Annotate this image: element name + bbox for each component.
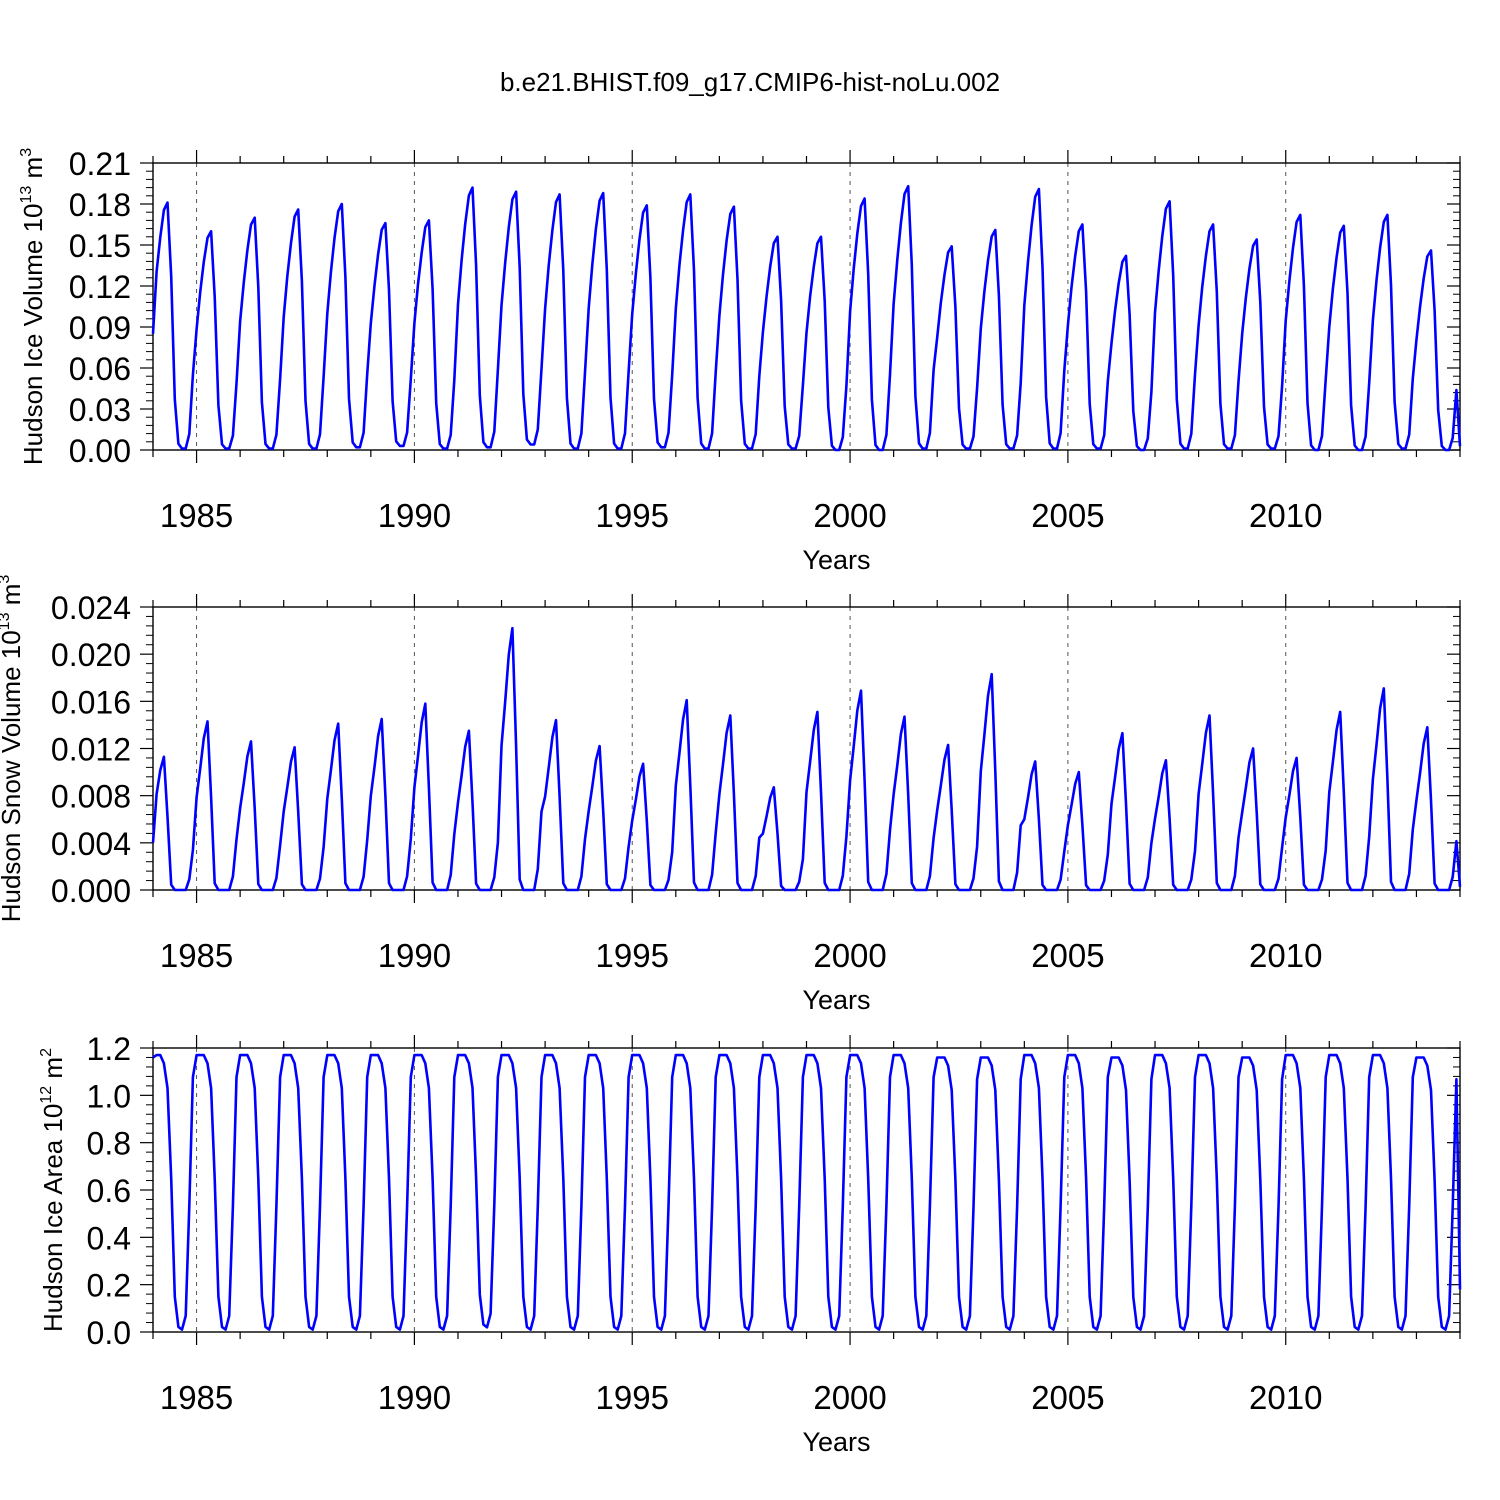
y-axis-label: Hudson Ice Area 1012 m2: [38, 1048, 68, 1332]
x-tick-label: 1985: [160, 937, 233, 974]
y-tick-label: 0.15: [69, 228, 131, 264]
y-tick-label: 0.06: [69, 351, 131, 387]
y-axis-label: Hudson Snow Volume 1013 m3: [0, 575, 26, 923]
y-axis-label-exponent: 13: [0, 612, 13, 630]
y-tick-label: 0.18: [69, 187, 131, 223]
x-tick-label: 2010: [1249, 497, 1322, 534]
x-tick-label: 1995: [596, 937, 669, 974]
y-axis-label-unit-exponent: 3: [0, 575, 13, 584]
x-tick-label: 2005: [1031, 1379, 1104, 1416]
y-tick-label: 0.008: [51, 779, 131, 815]
series-line: [151, 184, 1462, 452]
y-tick-label: 0.03: [69, 392, 131, 428]
y-tick-label: 0.09: [69, 310, 131, 346]
y-axis-label: Hudson Ice Volume 1013 m3: [18, 148, 48, 465]
x-tick-label: 2010: [1249, 1379, 1322, 1416]
y-axis-label-exponent: 12: [38, 1086, 55, 1104]
x-tick-label: 2000: [813, 1379, 886, 1416]
x-axis-label: Years: [802, 985, 870, 1015]
y-tick-label: 0.2: [87, 1268, 131, 1304]
figure-title: b.e21.BHIST.f09_g17.CMIP6-hist-noLu.002: [500, 67, 1000, 97]
x-axis-label: Years: [802, 1427, 870, 1457]
y-tick-label: 0.6: [87, 1173, 131, 1209]
x-tick-label: 2005: [1031, 937, 1104, 974]
x-tick-label: 1985: [160, 497, 233, 534]
chart-panel-2: 1985 1990 1995 2000 2005 2010 Years 0.000 0.004 0…: [0, 575, 1462, 1015]
x-tick-label: 2010: [1249, 937, 1322, 974]
x-tick-label: 2005: [1031, 497, 1104, 534]
x-axis-label: Years: [802, 545, 870, 575]
x-tick-label: 1990: [378, 497, 451, 534]
x-tick-label: 1990: [378, 1379, 451, 1416]
y-axis-label-unit-exponent: 3: [18, 148, 35, 157]
x-tick-label: 2000: [813, 497, 886, 534]
y-tick-label: 0.020: [51, 637, 131, 673]
chart-panel-1: 1985 1990 1995 2000 2005 2010 Years 0.00 0.03 0.0…: [18, 146, 1462, 575]
y-tick-label: 1.2: [87, 1031, 131, 1067]
y-axis-label-unit-exponent: 2: [38, 1048, 55, 1057]
x-tick-label: 2000: [813, 937, 886, 974]
x-tick-label: 1995: [596, 1379, 669, 1416]
y-tick-label: 0.4: [87, 1220, 131, 1256]
y-axis-label-unit: m: [18, 157, 48, 186]
y-axis-label-exponent: 13: [18, 186, 35, 204]
y-tick-label: 0.016: [51, 684, 131, 720]
y-tick-label: 0.12: [69, 269, 131, 305]
y-axis-label-main: Hudson Ice Area 10: [38, 1104, 68, 1332]
y-tick-label: 0.024: [51, 590, 131, 626]
y-tick-label: 1.0: [87, 1078, 131, 1114]
series-line: [152, 1053, 1462, 1331]
y-tick-label: 0.8: [87, 1126, 131, 1162]
y-tick-label: 0.21: [69, 146, 131, 182]
y-tick-label: 0.012: [51, 732, 131, 768]
chart-panel-3: 1985 1990 1995 2000 2005 2010 Years 0.0 0.2 0.4 0.…: [38, 1031, 1462, 1457]
y-axis-label-main: Hudson Snow Volume 10: [0, 630, 26, 922]
y-tick-label: 0.000: [51, 873, 131, 909]
y-tick-label: 0.0: [87, 1315, 131, 1351]
x-tick-label: 1985: [160, 1379, 233, 1416]
plot-frame: [152, 606, 1461, 891]
y-axis-label-unit: m: [38, 1057, 68, 1086]
series-line: [151, 626, 1462, 892]
x-tick-label: 1990: [378, 937, 451, 974]
y-tick-label: 0.00: [69, 433, 131, 469]
y-tick-label: 0.004: [51, 826, 131, 862]
y-axis-label-unit: m: [0, 584, 26, 613]
x-tick-label: 1995: [596, 497, 669, 534]
y-axis-label-main: Hudson Ice Volume 10: [18, 203, 48, 465]
